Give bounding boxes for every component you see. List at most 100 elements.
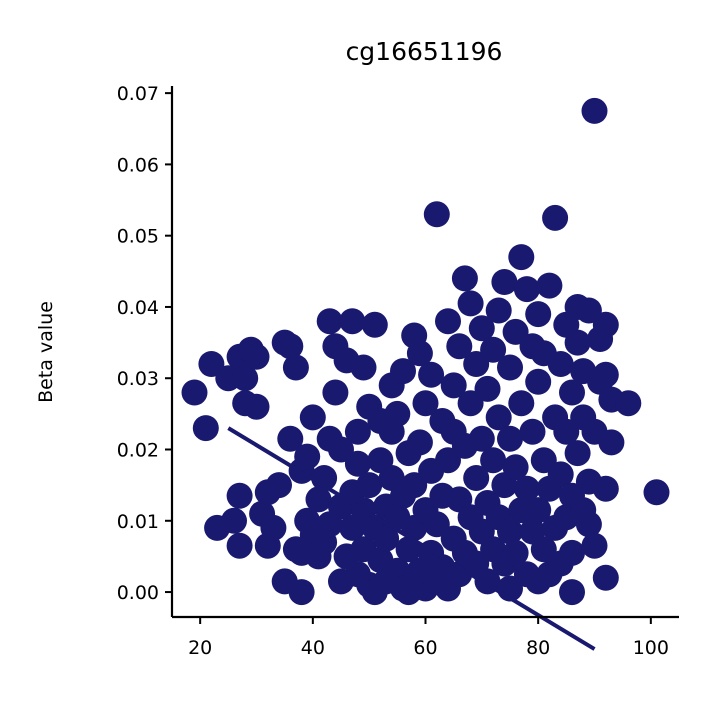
y-tick-label: 0.06 [117, 154, 159, 176]
data-point [559, 579, 585, 606]
data-point [412, 390, 439, 417]
data-point [181, 379, 208, 406]
y-tick-label: 0.01 [117, 511, 159, 533]
data-point [322, 379, 349, 406]
data-point [277, 333, 304, 360]
chart-title: cg16651196 [346, 37, 503, 66]
data-point [525, 368, 552, 395]
y-tick-label: 0.03 [117, 368, 159, 390]
data-point [598, 429, 625, 456]
data-point [547, 351, 574, 377]
data-point [502, 539, 529, 566]
data-point [226, 532, 253, 559]
data-point [497, 518, 523, 545]
data-point [497, 425, 523, 452]
y-tick-label: 0.05 [117, 226, 159, 248]
data-point [559, 379, 585, 406]
data-point [316, 308, 343, 335]
data-point [502, 318, 529, 345]
data-point [243, 393, 270, 420]
data-point [536, 272, 563, 299]
data-point [423, 201, 450, 228]
trend-line [227, 426, 596, 651]
data-point [592, 361, 619, 388]
data-point [361, 311, 388, 338]
data-point [480, 336, 507, 363]
data-point [564, 329, 591, 356]
data-point [221, 507, 247, 534]
data-point [266, 472, 292, 499]
x-axis-ticks: 20 40 60 80 100 [188, 617, 669, 659]
data-point [559, 539, 585, 566]
data-point [435, 447, 461, 474]
data-point [463, 465, 490, 491]
data-point [435, 308, 461, 335]
data-point [480, 447, 507, 474]
data-point [226, 482, 253, 509]
data-point [592, 311, 619, 338]
data-point [339, 308, 366, 335]
data-point [446, 333, 473, 360]
data-point [418, 361, 445, 388]
data-point [232, 365, 259, 392]
data-point [575, 511, 602, 538]
data-point [508, 390, 535, 417]
y-tick-label: 0.00 [117, 582, 159, 604]
data-point [468, 425, 495, 452]
data-point [547, 461, 574, 488]
data-point [277, 425, 304, 452]
data-point [260, 514, 287, 541]
y-tick-label: 0.07 [117, 83, 159, 105]
data-point [356, 472, 383, 499]
data-point [440, 372, 467, 399]
data-point [502, 454, 529, 481]
data-point [350, 354, 377, 381]
y-axis-label: Beta value [35, 301, 57, 403]
data-point [525, 497, 552, 524]
y-tick-label: 0.04 [117, 297, 159, 319]
data-point [508, 244, 535, 271]
data-point [192, 415, 219, 442]
data-point [344, 418, 371, 445]
data-point [457, 290, 484, 317]
data-point [457, 390, 484, 417]
y-axis-ticks: 0.00 0.01 0.02 0.03 0.04 0.05 0.06 0.07 [117, 83, 172, 604]
data-point [592, 564, 619, 591]
data-point [390, 358, 416, 385]
data-point [564, 440, 591, 467]
data-point [451, 265, 478, 292]
y-tick-label: 0.02 [117, 440, 159, 462]
data-point [553, 418, 580, 445]
data-point [643, 479, 670, 506]
data-point [542, 204, 569, 231]
data-point [384, 400, 411, 427]
data-point [485, 297, 512, 324]
data-point [615, 390, 642, 417]
data-point [513, 276, 540, 303]
x-tick-label: 40 [301, 637, 325, 659]
data-point [406, 340, 433, 367]
data-point [294, 443, 321, 470]
data-point [299, 404, 326, 431]
data-point [474, 375, 501, 402]
data-point [497, 354, 523, 381]
data-point [423, 511, 450, 538]
data-point [525, 301, 552, 328]
data-point [485, 404, 512, 431]
data-point [513, 475, 540, 502]
data-point [344, 450, 371, 477]
plot-area [181, 97, 670, 651]
data-point [373, 525, 400, 552]
x-tick-label: 100 [633, 637, 669, 659]
data-point [305, 486, 332, 513]
x-tick-label: 80 [526, 637, 550, 659]
data-point [406, 429, 433, 456]
data-point [592, 475, 619, 502]
x-tick-label: 20 [188, 637, 212, 659]
data-point [243, 343, 270, 370]
data-point [468, 315, 495, 342]
data-point [491, 269, 518, 295]
x-tick-label: 60 [413, 637, 437, 659]
data-point [581, 97, 608, 124]
